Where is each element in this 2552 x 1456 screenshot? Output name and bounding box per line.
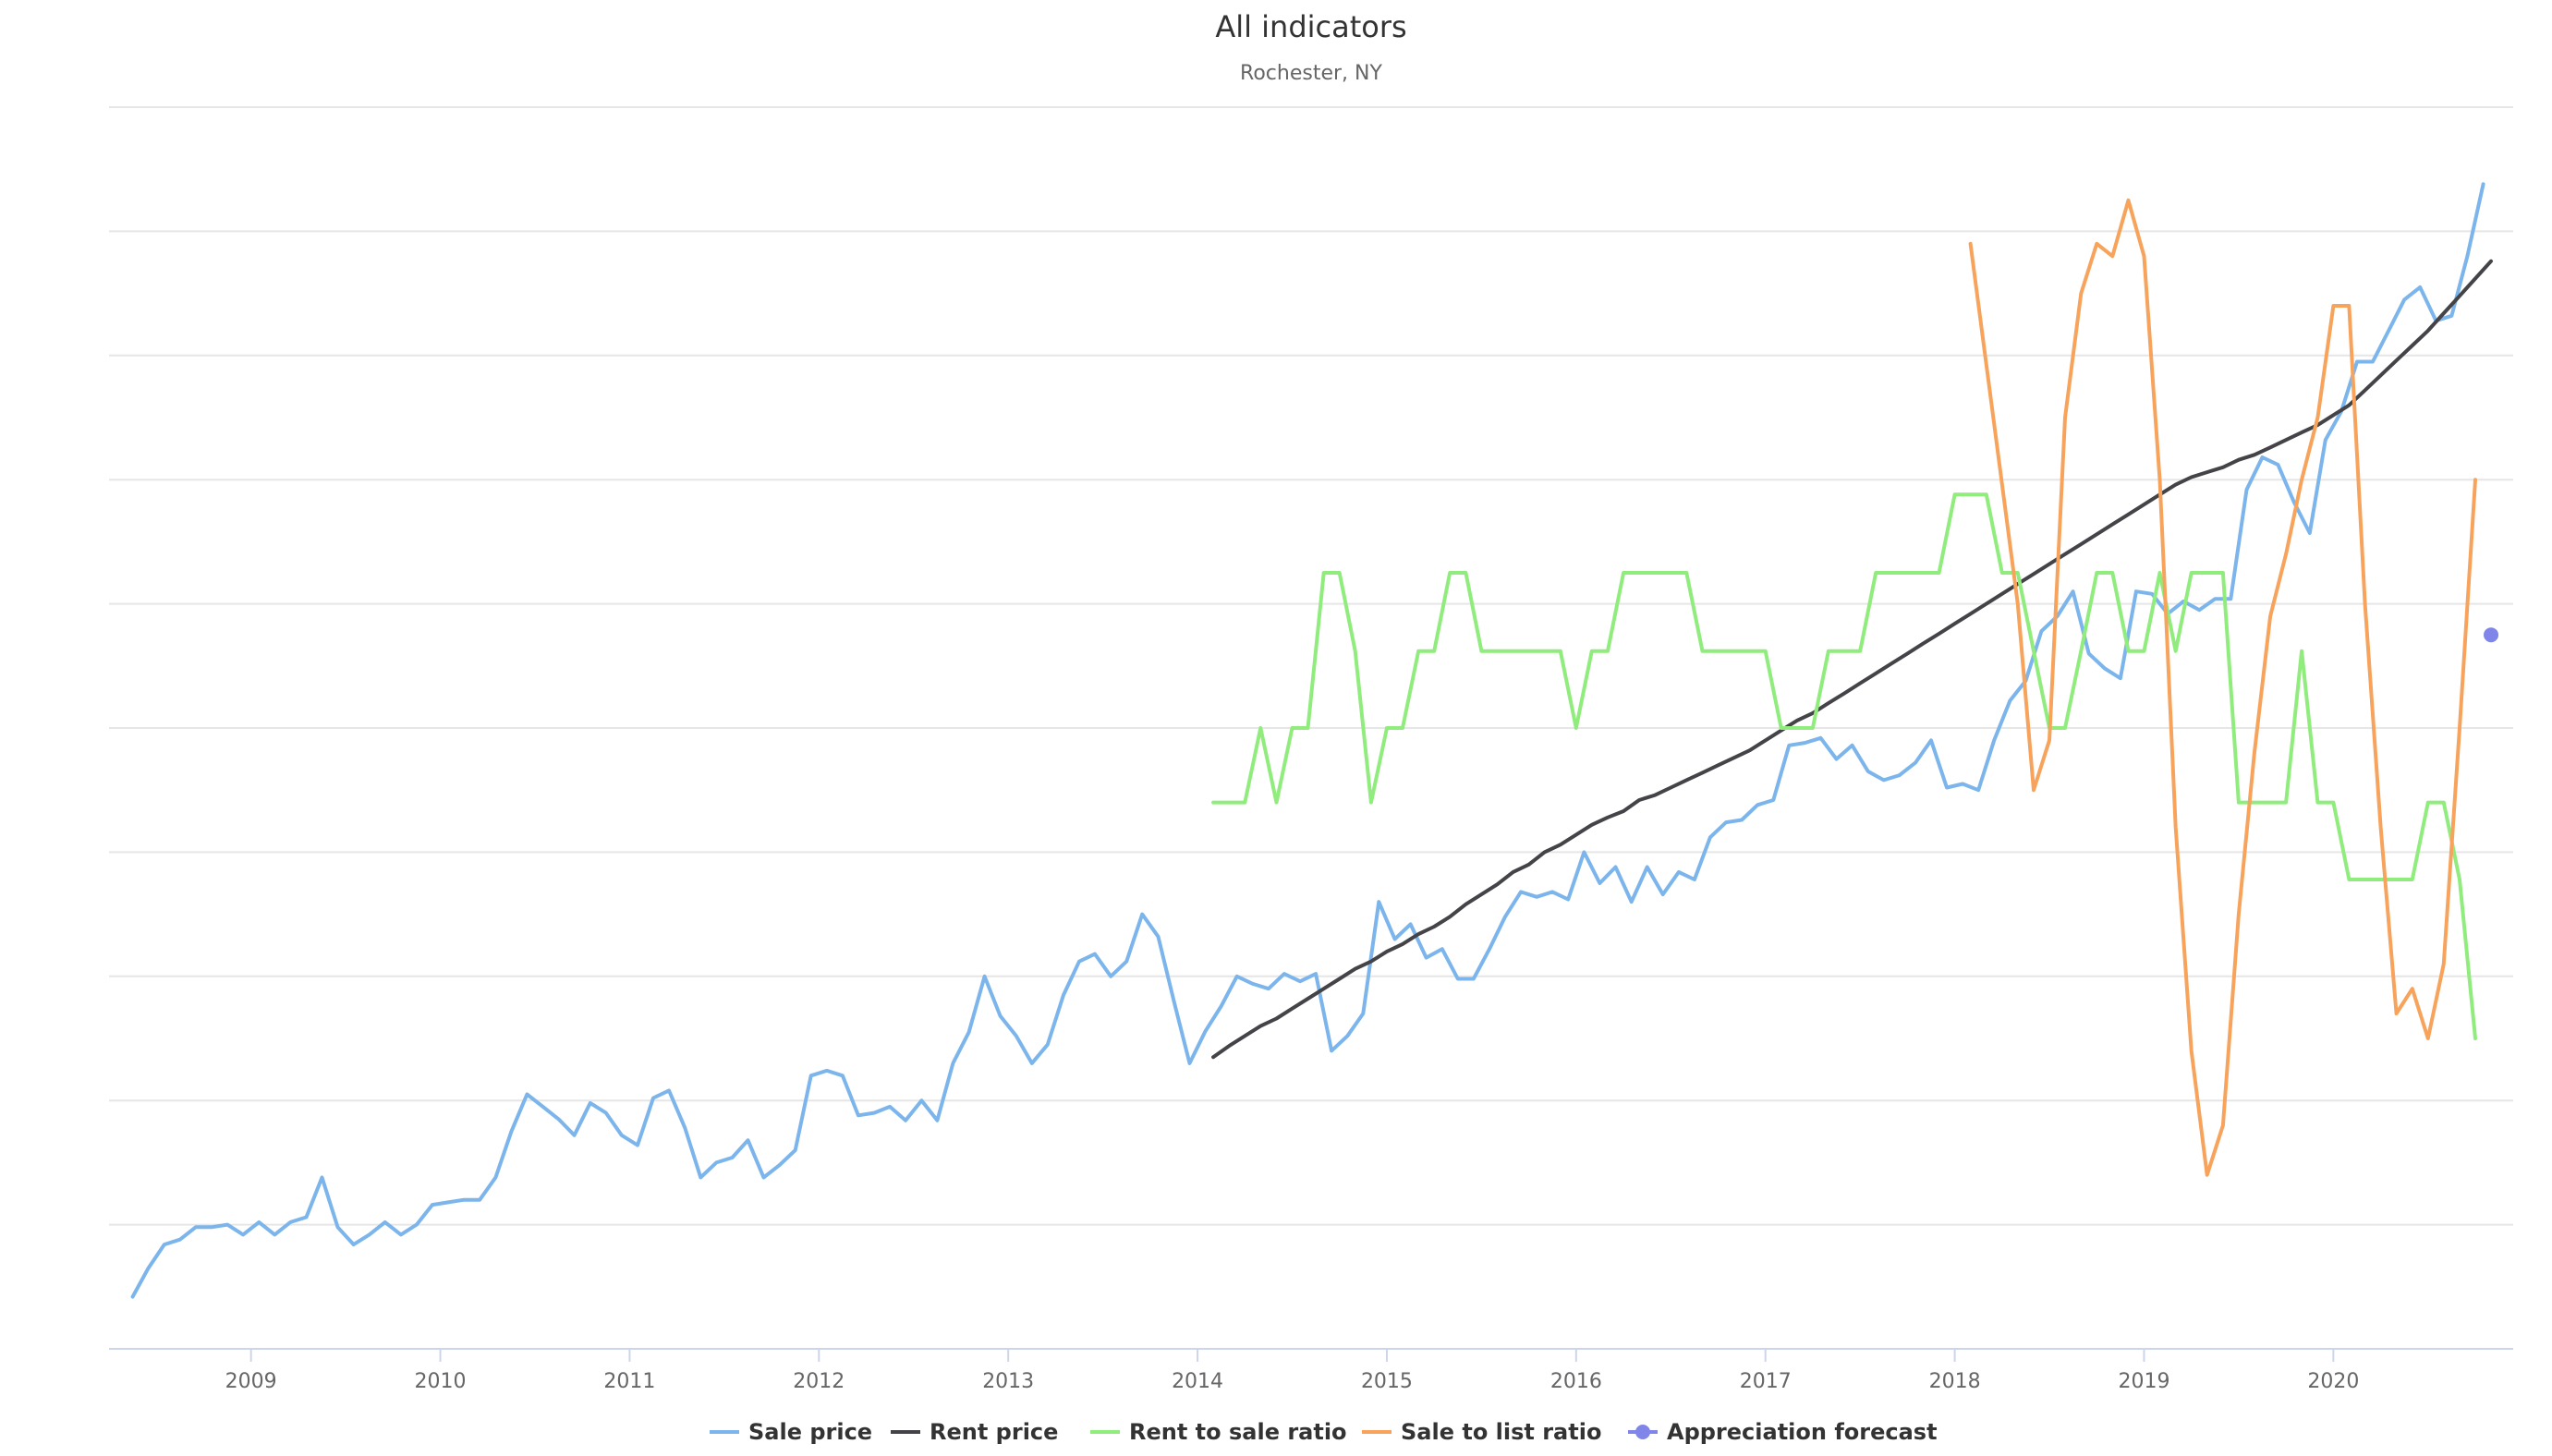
appreciation-forecast-point — [2484, 627, 2499, 643]
appreciation-forecast-legend-marker — [1635, 1425, 1650, 1439]
x-tick-label: 2018 — [1929, 1370, 1981, 1393]
x-tick-label: 2016 — [1550, 1370, 1602, 1393]
legend: Sale price Rent price Rent to sale ratio Sa… — [710, 1419, 1938, 1445]
x-tick-label: 2020 — [2307, 1370, 2359, 1393]
x-tick-label: 2017 — [1740, 1370, 1792, 1393]
gridlines — [109, 106, 2513, 1226]
chart-subtitle: Rochester, NY — [1240, 62, 1382, 85]
rent-to-sale-ratio-legend-label: Rent to sale ratio — [1129, 1419, 1347, 1445]
rent-price-line — [1211, 259, 2493, 1060]
x-tick-label: 2012 — [793, 1370, 845, 1393]
sale-to-list-ratio-line — [1968, 198, 2477, 1177]
x-tick-label: 2015 — [1361, 1370, 1413, 1393]
appreciation-forecast-legend-label: Appreciation forecast — [1667, 1419, 1938, 1445]
chart-title: All indicators — [1215, 9, 1406, 44]
x-tick-label: 2013 — [982, 1370, 1034, 1393]
sale-price-legend-label: Sale price — [748, 1419, 872, 1445]
rent-to-sale-ratio-line — [1211, 492, 2477, 1040]
x-tick-label: 2009 — [225, 1370, 277, 1393]
plot-area — [130, 182, 2499, 1299]
x-tick-label: 2010 — [415, 1370, 467, 1393]
x-axis: 2009 2010 2011 2012 2013 2014 2015 2016 2017 2018… — [109, 1348, 2513, 1393]
x-tick-label: 2019 — [2118, 1370, 2169, 1393]
x-tick-label: 2014 — [1172, 1370, 1223, 1393]
rent-price-legend-label: Rent price — [930, 1419, 1058, 1445]
x-tick-label: 2011 — [603, 1370, 655, 1393]
sale-to-list-ratio-legend-label: Sale to list ratio — [1401, 1419, 1601, 1445]
sale-price-line — [130, 182, 2485, 1299]
